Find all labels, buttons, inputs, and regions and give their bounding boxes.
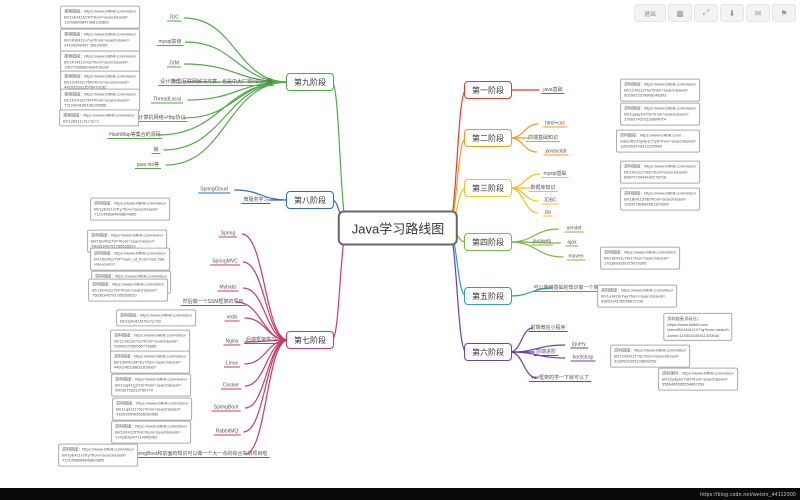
leaf-s9-37[interactable]: ThreadLocal <box>151 97 183 104</box>
link-card-20: 资料链接：https://www.bilibili.com/video/BV1y… <box>58 444 138 467</box>
link-card-25: 视频链接：https://www.bilibili.com/video/BV1N… <box>60 89 140 112</box>
leaf-s8-30[interactable]: 微服务学习 <box>241 196 270 204</box>
leaf-s6-16[interactable]: bootstrap <box>571 355 596 362</box>
leaf-s6-14[interactable]: 前端进阶 <box>534 348 558 356</box>
link-card-26: 视频链接：https://www.bilibili.com/video/BV1p… <box>59 109 139 126</box>
ratio-button[interactable]: ⤢ <box>694 4 718 22</box>
link-card-6: 资料链接：https://www.bilibili.com/video/BV1u… <box>597 285 677 308</box>
leaf-s6-12[interactable]: 前端微信小程序 <box>528 324 567 332</box>
link-card-5: 资料链接：https://www.bilibili.com/video/BV18… <box>600 247 680 270</box>
link-card-21: 视频链接：https://www.bilibili.com/video/BV1x… <box>60 6 140 29</box>
stage-s4[interactable]: 第四阶段 <box>464 233 512 251</box>
link-card-4: 资料链接：https://www.bilibili.com/video/BV1B… <box>620 188 700 211</box>
leaf-s3-4[interactable]: 数据库知识 <box>528 184 557 192</box>
link-card-18: 资料链接：https://www.bilibili.com/video/BV1L… <box>112 398 192 421</box>
grid-button[interactable]: ▦ <box>668 4 692 22</box>
stage-s7[interactable]: 第七阶段 <box>286 331 334 349</box>
leaf-s7-29[interactable]: 然后SpringBoot和前面的知识可以做一个大一点的综合实战项目啦 <box>121 450 270 458</box>
center-topic[interactable]: Java学习路线图 <box>338 211 458 246</box>
leaf-s1-0[interactable]: java基础 <box>541 86 564 94</box>
leaf-s3-3[interactable]: mysql基础 <box>541 170 568 178</box>
stage-s3[interactable]: 第三阶段 <box>464 179 512 197</box>
link-card-16: 资料链接：https://www.bilibili.com/video/BV1d… <box>110 351 190 374</box>
leaf-s7-19[interactable]: Spring <box>219 231 237 238</box>
leaf-s6-15[interactable]: jquery <box>570 342 588 349</box>
link-card-27: 资料链接：https://www.bilibili.com/video/BV1D… <box>88 279 168 302</box>
link-card-15: 资料链接：https://www.bilibili.com/video/BV1z… <box>110 330 190 353</box>
link-card-22: 视频链接：https://www.bilibili.com/video/BV1K… <box>60 29 140 52</box>
link-card-17: 资料链接：https://www.bilibili.com/video/BV1G… <box>111 374 191 397</box>
exit-button[interactable]: 退出 <box>634 4 666 22</box>
link-card-14: 资料链接：https://www.bilibili.com/video/BV1Q… <box>116 309 196 326</box>
link-card-2: 资料链接：https://www.bilibili.com/video/BV1S… <box>616 130 700 153</box>
link-card-19: 资料链接：https://www.bilibili.com/video/BV1d… <box>111 421 191 444</box>
stage-s9[interactable]: 第九阶段 <box>286 73 334 91</box>
toolbar: 退出▦⤢⬇✉⚑ <box>634 4 796 22</box>
leaf-s9-33[interactable]: JUC <box>167 15 181 22</box>
leaf-s9-38[interactable]: 计算机网络+Http协议 <box>136 114 187 122</box>
download-button[interactable]: ⬇ <box>720 4 744 22</box>
leaf-s7-27[interactable]: SpringBoot <box>212 405 241 412</box>
stage-s1[interactable]: 第一阶段 <box>464 81 512 99</box>
leaf-s7-25[interactable]: Linux <box>224 361 240 368</box>
leaf-s2-1[interactable]: html+css <box>543 121 567 128</box>
link-card-9: 资料源码：https://www.bilibili.com/video/BV1Z… <box>658 368 738 391</box>
link-card-3: 资料链接：https://www.bilibili.com/video/BV1f… <box>620 161 700 184</box>
leaf-s4-7[interactable]: javaweb <box>531 239 553 246</box>
leaf-s9-41[interactable]: java nio等 <box>135 161 161 169</box>
leaf-s7-21[interactable]: Mybatis <box>217 285 238 292</box>
link-card-12: 资料链接：https://www.bilibili.com/video/BV1S… <box>90 248 170 271</box>
leaf-s9-35[interactable]: JVM <box>167 61 181 68</box>
link-card-0: 资料链接：https://www.bilibili.com/video/BV12… <box>620 79 700 102</box>
leaf-s8-31[interactable]: SpringCloud <box>198 187 230 194</box>
leaf-s7-18[interactable]: 后端框架学习 <box>244 336 278 344</box>
leaf-s4-10[interactable]: maven <box>566 254 585 261</box>
link-card-7: 资料链接(尚硅谷)：https://www.bilibili.com/video… <box>663 313 732 341</box>
leaf-s2-2[interactable]: javascript <box>543 149 568 156</box>
leaf-s9-36[interactable]: 设计模式 <box>158 78 182 86</box>
leaf-s9-34[interactable]: mysql高级 <box>156 38 183 46</box>
tag-button[interactable]: ⚑ <box>772 4 796 22</box>
leaf-s7-20[interactable]: SpringMVC <box>210 259 240 266</box>
link-card-8: 资料链接：https://www.bilibili.com/video/BV1Y… <box>610 345 690 368</box>
stage-s8[interactable]: 第八阶段 <box>286 191 334 209</box>
leaf-s7-24[interactable]: Ngina <box>223 339 240 346</box>
chat-button[interactable]: ✉ <box>746 4 770 22</box>
leaf-s9-32[interactable]: 大型互联网解决方案，也是中大厂常问的问题 <box>170 78 274 86</box>
leaf-s3-5[interactable]: JDBC <box>541 198 558 205</box>
leaf-s7-28[interactable]: RabbitMQ <box>214 429 241 436</box>
leaf-s2-13[interactable]: 前端基础知识 <box>526 134 560 142</box>
leaf-s9-40[interactable]: 锁 <box>151 146 160 154</box>
leaf-s7-23[interactable]: redis <box>225 315 240 322</box>
stage-s5[interactable]: 第五阶段 <box>464 287 512 305</box>
stage-s2[interactable]: 第二阶段 <box>464 129 512 147</box>
leaf-s7-22[interactable]: 然后做一个SSM框架的项目 <box>181 298 246 306</box>
leaf-s4-8[interactable]: servlet <box>565 226 584 233</box>
link-card-10: 资料链接：https://www.bilibili.com/video/BV1y… <box>90 198 170 221</box>
leaf-s4-9[interactable]: ajax <box>565 240 578 247</box>
leaf-s3-6[interactable]: jsp <box>543 210 553 217</box>
leaf-s9-39[interactable]: HashMap等集合的源码 <box>107 131 162 139</box>
stage-s6[interactable]: 第六阶段 <box>464 343 512 361</box>
link-card-1: 资料链接：https://www.bilibili.com/video/BV1q… <box>620 103 700 126</box>
leaf-s6-17[interactable]: vue框架的学一下就可以了 <box>529 374 591 382</box>
leaf-s7-26[interactable]: Docker <box>221 383 241 390</box>
